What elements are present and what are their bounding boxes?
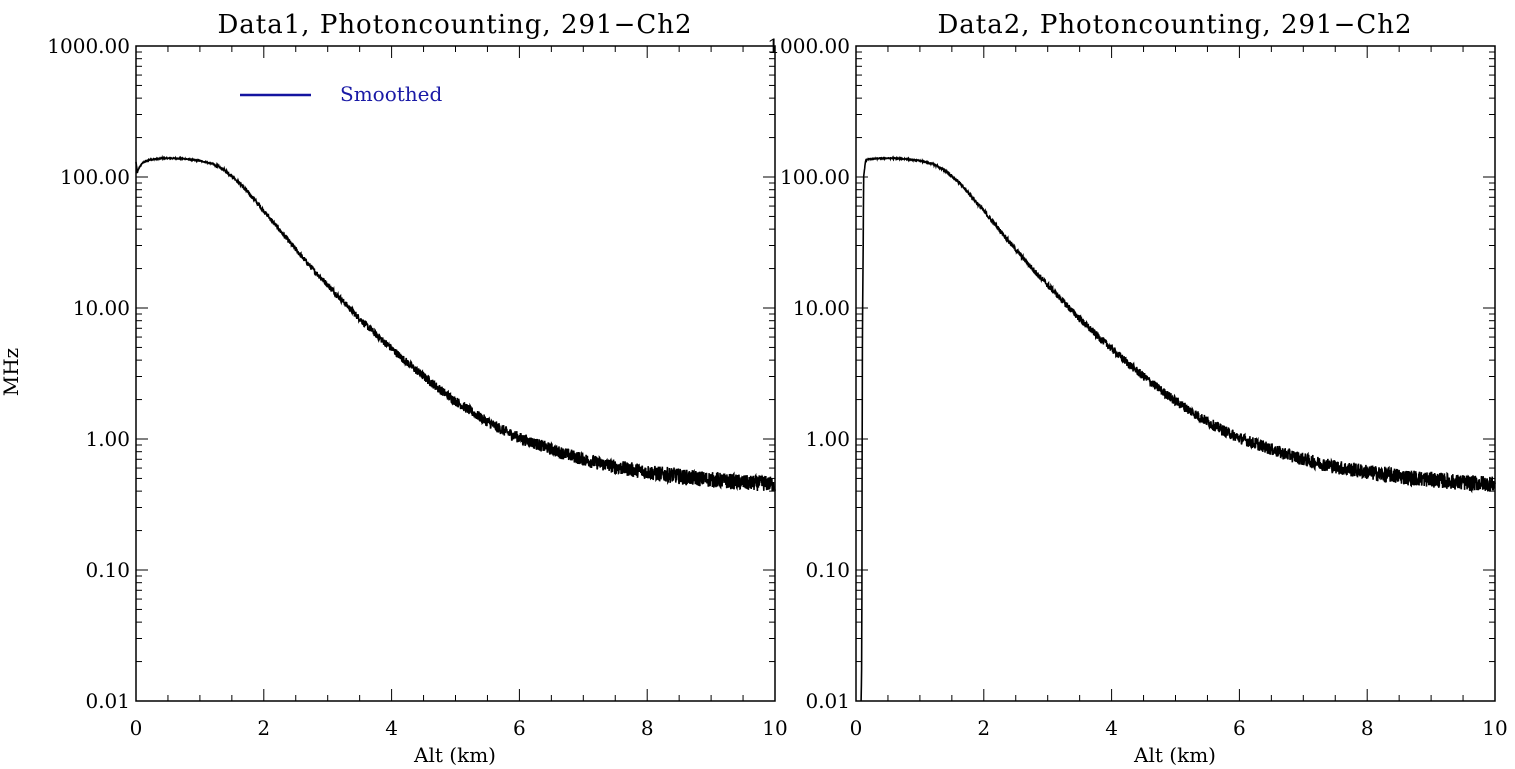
x-tick-label: 4 [1105, 716, 1118, 740]
y-tick-label: 1.00 [805, 427, 850, 451]
x-tick-label: 6 [1233, 716, 1246, 740]
y-tick-label: 0.10 [85, 558, 130, 582]
x-tick-label: 2 [257, 716, 270, 740]
x-tick-label: 0 [850, 716, 863, 740]
x-tick-label: 10 [762, 716, 787, 740]
plot-frame [135, 45, 776, 702]
x-axis-label: Alt (km) [1133, 743, 1216, 767]
y-tick-label: 1.00 [85, 427, 130, 451]
y-tick-label: 10.00 [73, 296, 130, 320]
y-tick-label: 100.00 [60, 165, 130, 189]
legend: Smoothed [240, 82, 443, 106]
y-tick-labels: 0.01 0.10 1.00 10.00 100.00 1000.00 [767, 34, 850, 713]
x-axis-label: Alt (km) [413, 743, 496, 767]
chart-panel-data1: Data1, Photoncounting, 291−Ch2 0.01 0.10 1… [47, 10, 787, 767]
y-tick-label: 100.00 [780, 165, 850, 189]
x-tick-label: 10 [1482, 716, 1507, 740]
x-tick-labels: 0 2 4 6 8 10 [130, 716, 788, 740]
chart-title: Data1, Photoncounting, 291−Ch2 [217, 10, 692, 40]
series-line [860, 155, 1496, 701]
x-tick-labels: 0 2 4 6 8 10 [850, 716, 1508, 740]
axis-ticks [135, 45, 776, 702]
legend-label: Smoothed [340, 82, 443, 106]
series-group [860, 155, 1496, 701]
x-tick-label: 2 [977, 716, 990, 740]
y-tick-label: 1000.00 [47, 34, 130, 58]
series-line [135, 154, 776, 492]
y-tick-labels: 0.01 0.10 1.00 10.00 100.00 1000.00 [47, 34, 130, 713]
y-tick-label: 0.01 [85, 689, 130, 713]
axis-ticks [855, 45, 1496, 702]
plot-frame [855, 45, 1496, 702]
x-tick-label: 0 [130, 716, 143, 740]
y-tick-label: 1000.00 [767, 34, 850, 58]
x-tick-label: 8 [641, 716, 654, 740]
y-axis-label: MHz [0, 348, 23, 396]
chart-panel-data2: Data2, Photoncounting, 291−Ch2 0.01 0.10 1… [767, 10, 1507, 767]
x-tick-label: 8 [1361, 716, 1374, 740]
x-tick-label: 6 [513, 716, 526, 740]
y-tick-label: 10.00 [793, 296, 850, 320]
x-tick-label: 4 [385, 716, 398, 740]
y-tick-label: 0.10 [805, 558, 850, 582]
y-tick-label: 0.01 [805, 689, 850, 713]
series-group [135, 154, 776, 492]
chart-title: Data2, Photoncounting, 291−Ch2 [937, 10, 1412, 40]
